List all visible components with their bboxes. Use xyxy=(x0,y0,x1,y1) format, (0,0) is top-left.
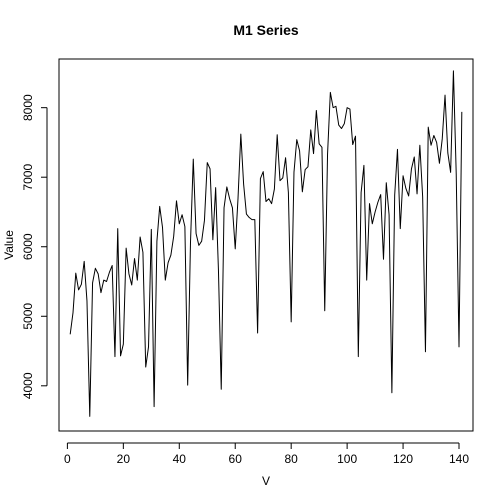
y-tick-label: 7000 xyxy=(21,164,35,191)
x-axis-label: V xyxy=(262,474,270,488)
x-tick-label: 140 xyxy=(449,452,469,466)
x-tick-label: 60 xyxy=(229,452,243,466)
y-tick-label: 8000 xyxy=(21,94,35,121)
y-tick-label: 5000 xyxy=(21,303,35,330)
plot-area-frame xyxy=(58,58,474,432)
y-axis-label: Value xyxy=(2,230,16,260)
x-tick-label: 40 xyxy=(173,452,187,466)
x-tick-label: 100 xyxy=(337,452,357,466)
series-line xyxy=(69,70,463,417)
x-tick-label: 20 xyxy=(117,452,131,466)
y-tick-label: 4000 xyxy=(21,372,35,399)
chart-title: M1 Series xyxy=(233,22,299,38)
y-axis: 4000 5000 6000 7000 8000 xyxy=(21,94,48,399)
x-tick-label: 80 xyxy=(284,452,298,466)
y-tick-label: 6000 xyxy=(21,233,35,260)
x-tick-label: 120 xyxy=(393,452,413,466)
series-layer xyxy=(69,70,463,417)
x-tick-label: 0 xyxy=(64,452,71,466)
x-axis: 0 20 40 60 80 100 120 140 xyxy=(64,442,469,466)
